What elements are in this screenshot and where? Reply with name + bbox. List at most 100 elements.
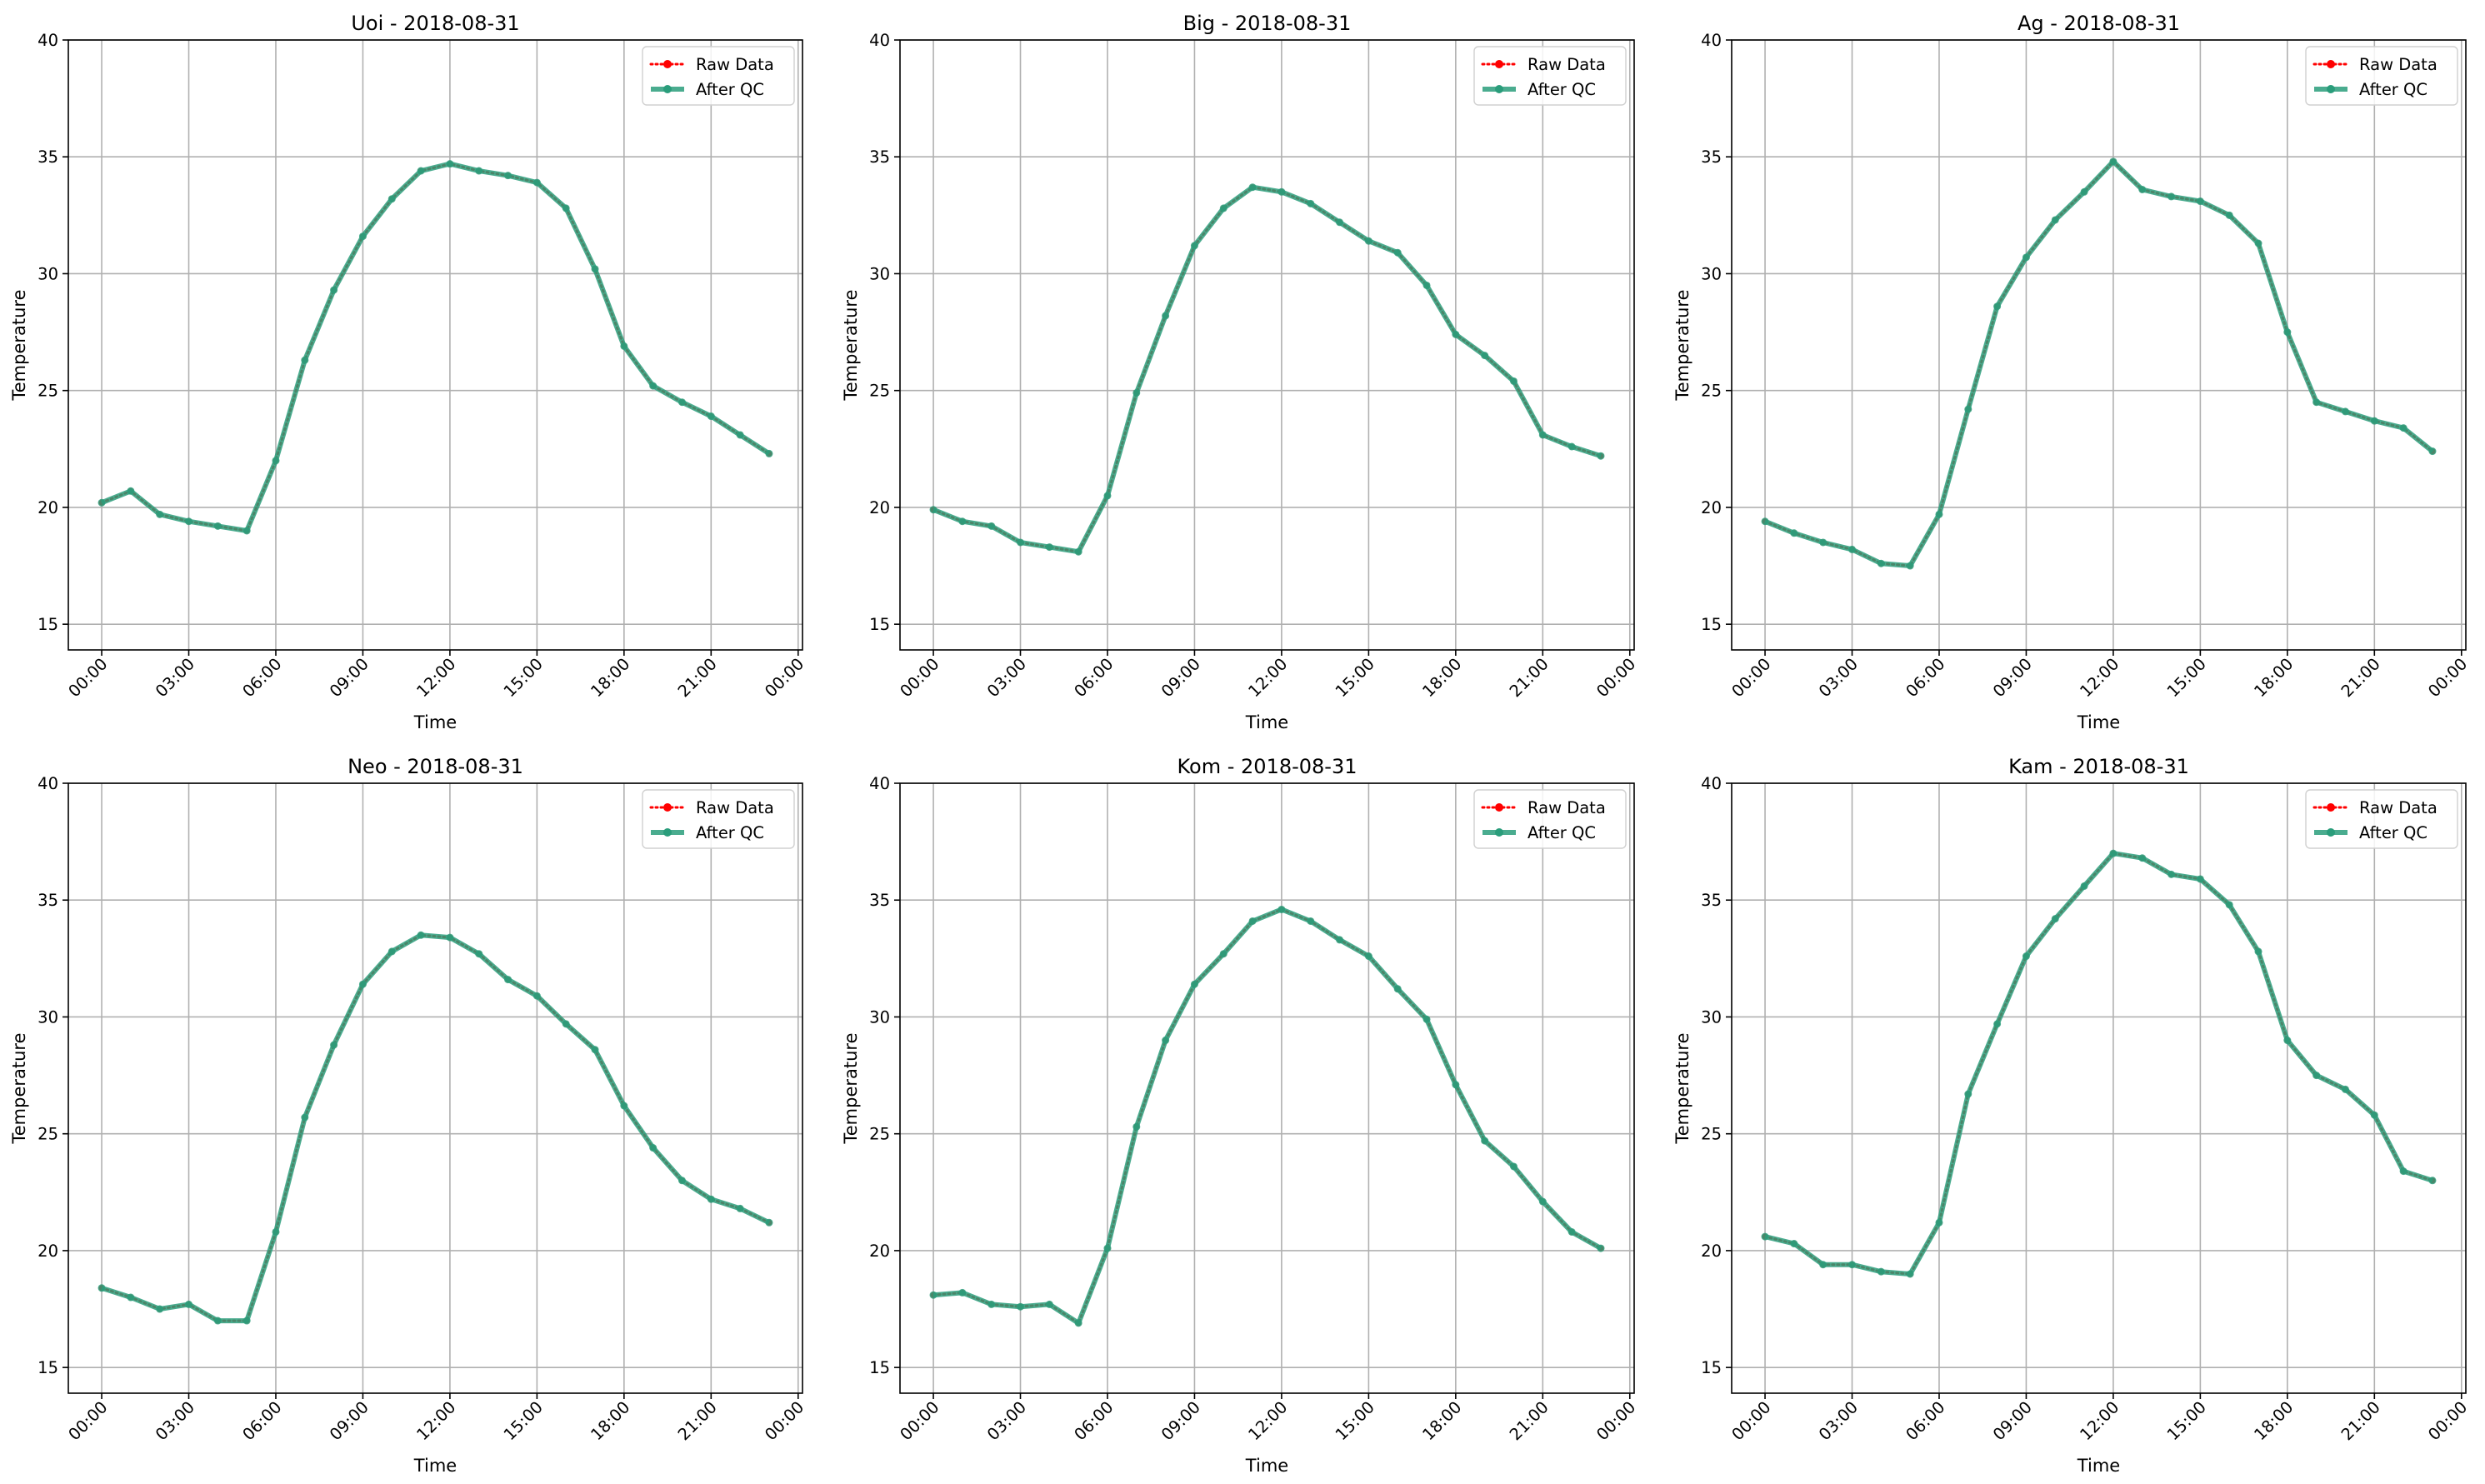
after-qc-point (2225, 211, 2233, 219)
after-qc-point (1538, 431, 1547, 439)
after-qc-point (532, 178, 541, 187)
after-qc-point (649, 1144, 658, 1152)
y-tick-label: 20 (869, 1242, 890, 1261)
after-qc-point (242, 1317, 251, 1325)
after-qc-point (1162, 312, 1170, 320)
after-qc-point (1935, 1218, 1943, 1227)
subplot-4: 00:00 03:00 06:00 09:00 12:00 15:00 18:00 21:00… (9, 755, 808, 1476)
after-qc-point (929, 506, 938, 514)
y-tick-label: 25 (38, 382, 58, 401)
x-tick-label: 00:00 (761, 1397, 808, 1444)
axes-frame (899, 782, 1635, 1394)
after-qc-point (1162, 1037, 1170, 1045)
x-tick-label: 09:00 (1989, 654, 2036, 701)
x-tick-label: 00:00 (1592, 1397, 1639, 1444)
y-tick-label: 20 (38, 498, 58, 517)
after-qc-point (1761, 1232, 1769, 1241)
after-qc-point (2370, 417, 2378, 425)
after-qc-point (736, 1204, 744, 1212)
legend-qc-label: After QC (2359, 823, 2428, 842)
legend-qc-marker (1495, 828, 1503, 837)
after-qc-point (2109, 157, 2118, 166)
x-tick-label: 03:00 (152, 654, 198, 701)
legend: Raw Data After QC (2305, 46, 2458, 106)
after-qc-point (1993, 1020, 2002, 1028)
after-qc-point (1045, 543, 1053, 552)
after-qc-point (1219, 950, 1228, 958)
y-tick-label: 25 (38, 1125, 58, 1144)
x-axis-label: Time (1245, 1456, 1288, 1476)
y-tick-label: 15 (1701, 615, 1722, 634)
after-qc-point (1190, 242, 1198, 250)
legend: Raw Data After QC (1473, 46, 1627, 106)
after-qc-point (127, 1293, 135, 1302)
x-tick-label: 00:00 (761, 654, 808, 701)
legend-qc-marker (2327, 828, 2335, 837)
legend: Raw Data After QC (2305, 789, 2458, 849)
x-tick-label: 12:00 (2076, 1397, 2122, 1444)
after-qc-point (2080, 882, 2088, 890)
after-qc-point (446, 160, 454, 168)
raw-data-line (100, 162, 771, 532)
y-tick-label: 35 (38, 147, 58, 167)
y-tick-label: 40 (1701, 774, 1722, 793)
subplot-6: 00:00 03:00 06:00 09:00 12:00 15:00 18:00 21:00… (1672, 755, 2471, 1476)
legend-raw-marker (663, 60, 672, 68)
axes-frame (1731, 39, 2467, 651)
after-qc-point (330, 286, 338, 294)
legend-raw-marker (2327, 803, 2335, 812)
x-tick-label: 00:00 (897, 1397, 943, 1444)
after-qc-point (2312, 1072, 2321, 1080)
after-qc-point (1790, 1240, 1798, 1248)
after-qc-point (1307, 917, 1315, 925)
x-tick-label: 15:00 (1332, 1397, 1378, 1444)
after-qc-point (1964, 405, 1972, 413)
after-qc-point (185, 1300, 193, 1308)
x-tick-label: 03:00 (1815, 1397, 1862, 1444)
legend-raw-marker (2327, 60, 2335, 68)
after-qc-line (932, 184, 1602, 555)
after-qc-point (1964, 1090, 1972, 1098)
after-qc-point (2428, 1177, 2437, 1185)
after-qc-point (1219, 204, 1228, 212)
after-qc-point (330, 1041, 338, 1049)
x-tick-label: 00:00 (65, 654, 112, 701)
x-tick-label: 18:00 (587, 654, 633, 701)
x-tick-label: 21:00 (1506, 654, 1552, 701)
after-qc-point (417, 931, 425, 939)
after-qc-point (1045, 1300, 1053, 1308)
y-tick-label: 40 (869, 774, 890, 793)
after-qc-point (213, 1317, 222, 1325)
after-qc-point (2080, 187, 2088, 196)
y-tick-label: 35 (869, 147, 890, 167)
after-qc-point (649, 382, 658, 390)
legend-raw-label: Raw Data (2359, 55, 2438, 74)
after-qc-point (156, 1305, 164, 1313)
after-qc-point (2283, 1037, 2292, 1045)
after-qc-point (1074, 1319, 1082, 1327)
legend-raw-marker (1495, 803, 1503, 812)
after-qc-point (475, 950, 483, 958)
after-qc-point (958, 517, 967, 526)
legend-raw-label: Raw Data (1528, 55, 1606, 74)
x-tick-label: 12:00 (1244, 1397, 1291, 1444)
after-qc-point (1190, 980, 1198, 988)
after-qc-point (988, 1300, 996, 1308)
after-qc-point (2051, 915, 2059, 923)
after-qc-point (562, 1020, 570, 1028)
after-qc-point (1364, 237, 1372, 245)
y-axis-label: Temperature (1672, 289, 1692, 401)
x-tick-label: 09:00 (1989, 1397, 2036, 1444)
after-qc-point (1538, 1197, 1547, 1206)
axes-frame (68, 39, 803, 651)
after-qc-point (213, 522, 222, 530)
subplot-5: 00:00 03:00 06:00 09:00 12:00 15:00 18:00 21:00… (841, 755, 1639, 1476)
after-qc-line (101, 932, 771, 1324)
after-qc-point (156, 510, 164, 518)
after-qc-point (98, 1284, 106, 1292)
subplot-2: 00:00 03:00 06:00 09:00 12:00 15:00 18:00 21:00… (841, 12, 1639, 732)
y-axis-label: Temperature (1672, 1032, 1692, 1144)
x-tick-label: 06:00 (239, 1397, 286, 1444)
after-qc-point (620, 1102, 628, 1110)
after-qc-point (929, 1291, 938, 1299)
